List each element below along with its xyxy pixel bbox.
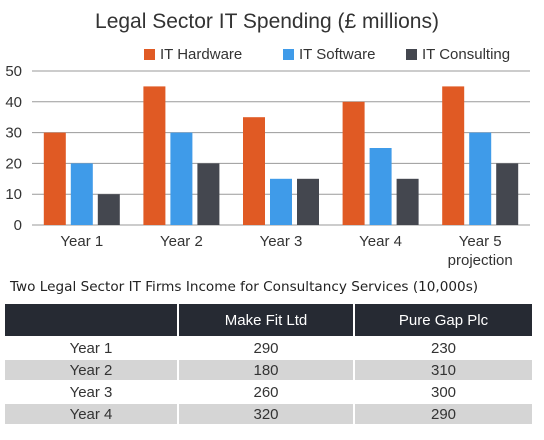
y-tick-label: 50	[5, 63, 22, 80]
make-fit-value: 320	[179, 404, 353, 424]
bar-it-software	[369, 148, 392, 225]
x-tick-label: Year 1	[60, 233, 103, 250]
bar-it-software	[70, 163, 93, 225]
y-tick-label: 0	[14, 217, 22, 234]
legend-label-1: IT Hardware	[160, 46, 242, 63]
table-row: Year 4 320 290	[5, 404, 532, 424]
x-tick-label: Year 4	[359, 233, 402, 250]
legend-label-2: IT Software	[299, 46, 375, 63]
header-cell-blank	[5, 304, 177, 336]
bar-it-consulting	[496, 163, 519, 225]
bar-it-software	[170, 132, 193, 225]
pure-gap-value: 290	[355, 404, 532, 424]
bar-it-software	[469, 132, 492, 225]
row-label: Year 4	[5, 404, 177, 424]
bar-it-hardware	[43, 132, 66, 225]
pure-gap-value: 310	[355, 360, 532, 380]
bar-it-consulting	[396, 178, 419, 225]
row-label: Year 1	[5, 338, 177, 358]
bar-it-hardware	[143, 86, 166, 226]
legend-swatch-2	[283, 49, 294, 60]
make-fit-value: 180	[179, 360, 353, 380]
table-row: Year 3 260 300	[5, 382, 532, 402]
x-tick-label: projection	[448, 252, 513, 269]
table-row: Year 2 180 310	[5, 360, 532, 380]
bar-it-consulting	[197, 163, 220, 225]
y-tick-label: 20	[5, 155, 22, 172]
y-tick-label: 40	[5, 94, 22, 111]
header-cell-pure-gap: Pure Gap Plc	[355, 304, 532, 336]
x-tick-label: Year 5	[459, 233, 502, 250]
legend-swatch-3	[406, 49, 417, 60]
table-header-row: Make Fit Ltd Pure Gap Plc	[5, 304, 532, 336]
y-tick-label: 30	[5, 125, 22, 142]
row-label: Year 2	[5, 360, 177, 380]
pure-gap-value: 300	[355, 382, 532, 402]
row-label: Year 3	[5, 382, 177, 402]
bar-chart: Legal Sector IT Spending (£ millions) IT …	[5, 10, 530, 269]
x-tick-label: Year 2	[160, 233, 203, 250]
bar-it-consulting	[297, 178, 319, 225]
bar-it-software	[270, 178, 292, 225]
legend-swatch-1	[144, 49, 155, 60]
legend-label-3: IT Consulting	[422, 46, 510, 63]
bar-it-hardware	[243, 117, 265, 225]
table-row: Year 1 290 230	[5, 338, 532, 358]
table-caption: Two Legal Sector IT Firms Income for Con…	[10, 279, 479, 295]
chart-title: Legal Sector IT Spending (£ millions)	[95, 10, 439, 33]
header-cell-make-fit: Make Fit Ltd	[179, 304, 353, 336]
y-tick-label: 10	[5, 186, 22, 203]
pure-gap-value: 230	[355, 338, 532, 358]
bar-it-hardware	[442, 86, 465, 226]
make-fit-value: 290	[179, 338, 353, 358]
bar-it-hardware	[342, 101, 365, 225]
make-fit-value: 260	[179, 382, 353, 402]
income-table: Make Fit Ltd Pure Gap Plc Year 1 290 230…	[3, 302, 534, 426]
x-tick-label: Year 3	[260, 233, 303, 250]
bar-it-consulting	[97, 194, 120, 225]
